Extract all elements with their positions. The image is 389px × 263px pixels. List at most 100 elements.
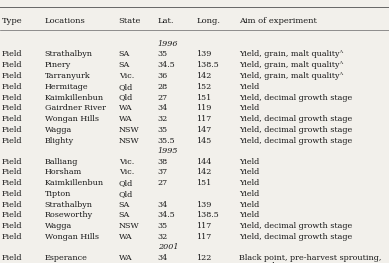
- Text: 139: 139: [196, 50, 212, 58]
- Text: Vic.: Vic.: [119, 168, 134, 176]
- Text: Field: Field: [2, 61, 23, 69]
- Text: Blighty: Blighty: [45, 137, 74, 145]
- Text: 34: 34: [158, 254, 168, 262]
- Text: 37: 37: [158, 168, 168, 176]
- Text: Yield, decimal growth stage: Yield, decimal growth stage: [239, 126, 352, 134]
- Text: Strathalbyn: Strathalbyn: [45, 201, 93, 209]
- Text: Field: Field: [2, 94, 23, 102]
- Text: NSW: NSW: [119, 222, 139, 230]
- Text: Long.: Long.: [196, 17, 221, 24]
- Text: 147: 147: [196, 126, 212, 134]
- Text: State: State: [119, 17, 141, 24]
- Text: 32: 32: [158, 115, 168, 123]
- Text: SA: SA: [119, 50, 130, 58]
- Text: Yield, decimal growth stage: Yield, decimal growth stage: [239, 137, 352, 145]
- Text: 34.5: 34.5: [158, 61, 175, 69]
- Text: WA: WA: [119, 115, 132, 123]
- Text: 138.5: 138.5: [196, 61, 219, 69]
- Text: Yield: Yield: [239, 201, 259, 209]
- Text: 2001: 2001: [158, 243, 178, 251]
- Text: Locations: Locations: [45, 17, 86, 24]
- Text: 27: 27: [158, 94, 168, 102]
- Text: 152: 152: [196, 83, 212, 91]
- Text: 35.5: 35.5: [158, 137, 175, 145]
- Text: Yield, decimal growth stage: Yield, decimal growth stage: [239, 115, 352, 123]
- Text: Field: Field: [2, 168, 23, 176]
- Text: Field: Field: [2, 222, 23, 230]
- Text: 35: 35: [158, 50, 168, 58]
- Text: Balliang: Balliang: [45, 158, 78, 165]
- Text: Yield: Yield: [239, 211, 259, 219]
- Text: Lat.: Lat.: [158, 17, 174, 24]
- Text: NSW: NSW: [119, 137, 139, 145]
- Text: Hermitage: Hermitage: [45, 83, 88, 91]
- Text: Field: Field: [2, 254, 23, 262]
- Text: Field: Field: [2, 104, 23, 112]
- Text: Field: Field: [2, 179, 23, 187]
- Text: 28: 28: [158, 83, 168, 91]
- Text: Field: Field: [2, 72, 23, 80]
- Text: Black point, pre-harvest sprouting,: Black point, pre-harvest sprouting,: [239, 254, 382, 262]
- Text: Yield: Yield: [239, 168, 259, 176]
- Text: Yield, grain, malt qualityᴬ: Yield, grain, malt qualityᴬ: [239, 72, 343, 80]
- Text: 35: 35: [158, 222, 168, 230]
- Text: 145: 145: [196, 137, 212, 145]
- Text: 34: 34: [158, 104, 168, 112]
- Text: Pinery: Pinery: [45, 61, 71, 69]
- Text: WA: WA: [119, 104, 132, 112]
- Text: SA: SA: [119, 201, 130, 209]
- Text: Field: Field: [2, 50, 23, 58]
- Text: WA: WA: [119, 254, 132, 262]
- Text: Field: Field: [2, 211, 23, 219]
- Text: Wagga: Wagga: [45, 222, 72, 230]
- Text: 27: 27: [158, 179, 168, 187]
- Text: Yield, decimal growth stage: Yield, decimal growth stage: [239, 222, 352, 230]
- Text: SA: SA: [119, 61, 130, 69]
- Text: 119: 119: [196, 104, 212, 112]
- Text: Aim of experiment: Aim of experiment: [239, 17, 317, 24]
- Text: 122: 122: [196, 254, 212, 262]
- Text: 117: 117: [196, 233, 212, 241]
- Text: 35: 35: [158, 126, 168, 134]
- Text: 139: 139: [196, 201, 212, 209]
- Text: Esperance: Esperance: [45, 254, 88, 262]
- Text: Yield, grain, malt qualityᴬ: Yield, grain, malt qualityᴬ: [239, 61, 343, 69]
- Text: Field: Field: [2, 201, 23, 209]
- Text: Yield: Yield: [239, 190, 259, 198]
- Text: Qld: Qld: [119, 94, 133, 102]
- Text: NSW: NSW: [119, 126, 139, 134]
- Text: 34: 34: [158, 201, 168, 209]
- Text: 151: 151: [196, 94, 212, 102]
- Text: Vic.: Vic.: [119, 158, 134, 165]
- Text: 144: 144: [196, 158, 212, 165]
- Text: 142: 142: [196, 72, 212, 80]
- Text: Type: Type: [2, 17, 23, 24]
- Text: Horsham: Horsham: [45, 168, 82, 176]
- Text: Field: Field: [2, 137, 23, 145]
- Text: Yield, decimal growth stage: Yield, decimal growth stage: [239, 94, 352, 102]
- Text: Field: Field: [2, 190, 23, 198]
- Text: 1995: 1995: [158, 147, 178, 155]
- Text: Field: Field: [2, 115, 23, 123]
- Text: Gairdner River: Gairdner River: [45, 104, 106, 112]
- Text: 151: 151: [196, 179, 212, 187]
- Text: 32: 32: [158, 233, 168, 241]
- Text: 36: 36: [158, 72, 168, 80]
- Text: 117: 117: [196, 222, 212, 230]
- Text: 117: 117: [196, 115, 212, 123]
- Text: Kaimkillenbun: Kaimkillenbun: [45, 94, 104, 102]
- Text: 138.5: 138.5: [196, 211, 219, 219]
- Text: WA: WA: [119, 233, 132, 241]
- Text: SA: SA: [119, 211, 130, 219]
- Text: Field: Field: [2, 126, 23, 134]
- Text: Yield: Yield: [239, 104, 259, 112]
- Text: 142: 142: [196, 168, 212, 176]
- Text: 1996: 1996: [158, 40, 178, 48]
- Text: Qld: Qld: [119, 190, 133, 198]
- Text: Tipton: Tipton: [45, 190, 71, 198]
- Text: grain colour: grain colour: [239, 262, 289, 263]
- Text: 34.5: 34.5: [158, 211, 175, 219]
- Text: Wongan Hills: Wongan Hills: [45, 115, 99, 123]
- Text: Yield, decimal growth stage: Yield, decimal growth stage: [239, 233, 352, 241]
- Text: 38: 38: [158, 158, 168, 165]
